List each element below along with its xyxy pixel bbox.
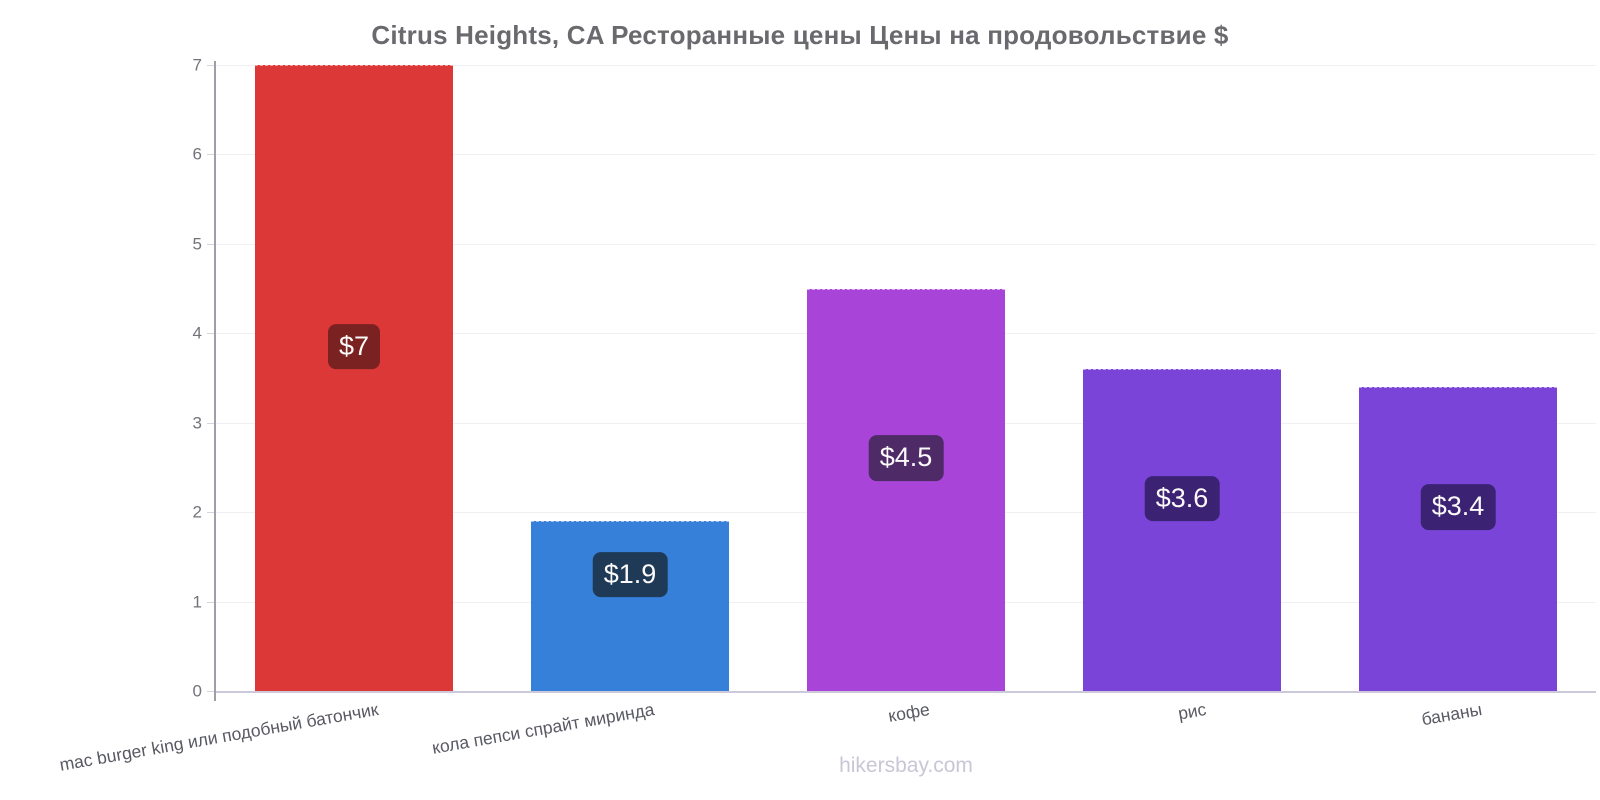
y-tick-label: 3 (192, 413, 202, 433)
gridline (216, 243, 1596, 245)
bar: $3.6 (1083, 369, 1281, 691)
bar-value-label: $1.9 (592, 551, 668, 598)
watermark: hikersbay.com (839, 754, 973, 777)
plot-area: 0 1 2 3 4 5 6 7 $7 mac burger king или подобный б… (58, 57, 1596, 775)
y-tick-mark (207, 691, 214, 692)
bar: $7 (255, 65, 453, 691)
y-tick-mark (207, 333, 214, 335)
gridline (216, 65, 1596, 66)
y-tick-mark (207, 154, 214, 156)
y-tick-mark (207, 422, 214, 424)
y-tick-label: 0 (192, 681, 202, 701)
x-category-label: рис (1176, 699, 1208, 724)
bar-value-label: $4.5 (868, 435, 944, 482)
bar: $3.4 (1359, 386, 1557, 691)
y-tick-mark (207, 65, 214, 66)
gridline (216, 154, 1596, 156)
bar-value-label: $3.4 (1420, 484, 1496, 531)
x-category-label: кофе (886, 699, 932, 726)
y-axis-line (214, 61, 216, 701)
y-tick-label: 7 (192, 55, 202, 75)
y-tick-mark (207, 601, 214, 603)
bar: $4.5 (807, 288, 1005, 691)
y-tick-label: 1 (192, 592, 202, 612)
x-category-label: бананы (1419, 699, 1484, 730)
y-tick-label: 6 (192, 144, 202, 164)
bar-value-label: $3.6 (1144, 475, 1220, 522)
y-tick-label: 2 (192, 502, 202, 522)
y-tick-mark (207, 512, 214, 514)
y-tick-label: 5 (192, 234, 202, 254)
bar-value-label: $7 (327, 323, 381, 370)
y-tick-label: 4 (192, 323, 202, 343)
chart-title: Citrus Heights, CA Ресторанные цены Цены… (371, 20, 1229, 50)
x-category-label: кола пепси спрайт миринда (430, 699, 656, 758)
y-tick-mark (207, 243, 214, 245)
bar: $1.9 (531, 521, 729, 691)
